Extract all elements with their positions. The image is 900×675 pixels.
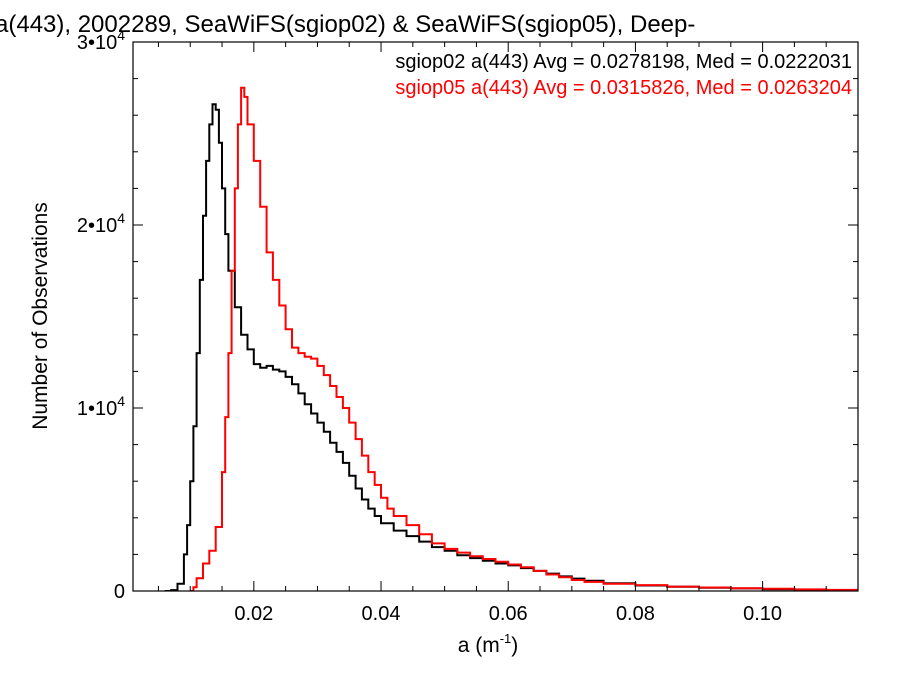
y-axis-label: Number of Observations xyxy=(29,202,52,430)
chart-title: a(443), 2002289, SeaWiFS(sgiop02) & SeaW… xyxy=(0,11,695,38)
y-axis: 0 1•104 2•104 3•104 xyxy=(77,27,858,603)
legend-entry-2: sgiop05 a(443) Avg = 0.0315826, Med = 0.… xyxy=(395,77,852,99)
y-tick-label: 0 xyxy=(114,581,125,603)
y-tick-label: 3•104 xyxy=(77,27,125,54)
legend-entry-1: sgiop02 a(443) Avg = 0.0278198, Med = 0.… xyxy=(395,51,852,73)
y-tick-label: 1•104 xyxy=(77,393,125,420)
x-tick-label: 0.06 xyxy=(489,603,528,625)
x-axis-label: a (m-1) xyxy=(458,631,519,657)
x-axis: 0.02 0.04 0.06 0.08 0.10 xyxy=(157,42,859,625)
series-line-2 xyxy=(190,86,858,591)
series-line-1 xyxy=(164,103,858,591)
x-tick-label: 0.04 xyxy=(362,603,401,625)
x-tick-label: 0.02 xyxy=(234,603,273,625)
series-layer xyxy=(164,86,858,591)
x-tick-label: 0.08 xyxy=(616,603,655,625)
x-tick-label: 0.10 xyxy=(743,603,782,625)
y-tick-label: 2•104 xyxy=(77,210,125,237)
plot-frame xyxy=(132,41,859,592)
legend: sgiop02 a(443) Avg = 0.0278198, Med = 0.… xyxy=(395,51,852,99)
